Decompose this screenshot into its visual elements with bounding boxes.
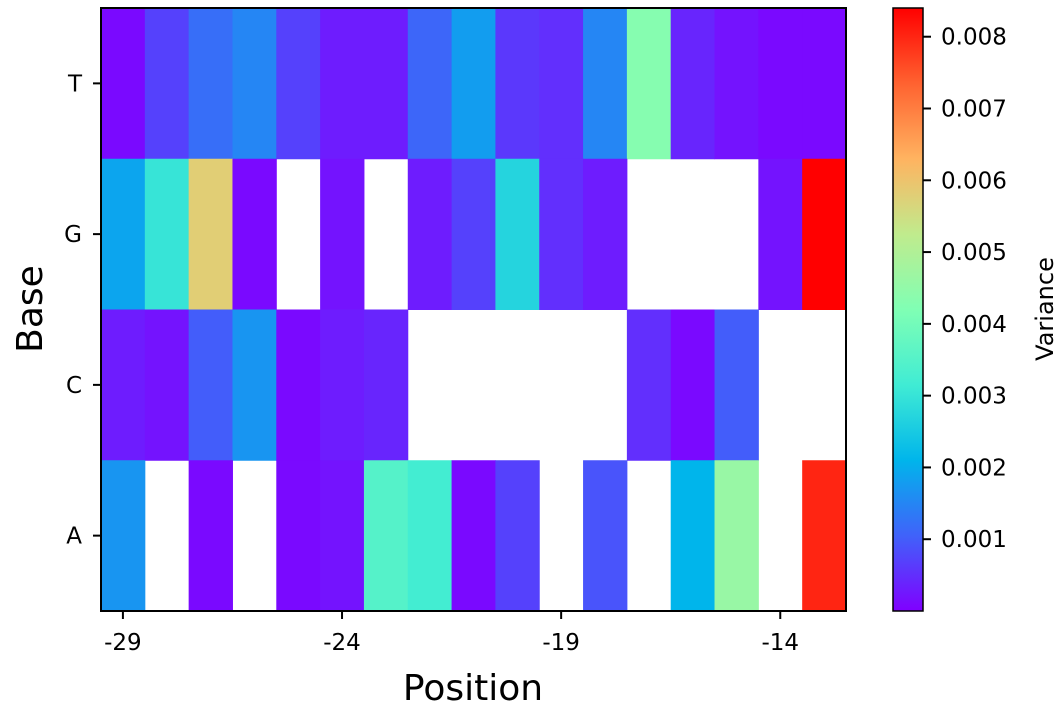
- colorbar-tick-label: 0.007: [941, 97, 1007, 123]
- heatmap-cell: [451, 8, 496, 160]
- heatmap-cell: [363, 8, 409, 160]
- heatmap-cell: [626, 309, 672, 461]
- heatmap-cell: [232, 309, 277, 461]
- heatmap-cell: [188, 309, 233, 461]
- heatmap-cell: [714, 8, 759, 160]
- heatmap-cell: [802, 460, 847, 612]
- heatmap-cell: [232, 158, 277, 310]
- heatmap-cell: [714, 460, 759, 612]
- colorbar-tick-label: 0.008: [941, 25, 1007, 51]
- heatmap-cell: [101, 460, 146, 612]
- heatmap-cell: [188, 8, 233, 160]
- colorbar-ticks: 0.001 0.002 0.003 0.004 0.005 0.006 0.007 0.008: [923, 25, 1007, 553]
- heatmap-cell: [276, 309, 321, 461]
- heatmap-cell: [670, 460, 716, 612]
- y-tick-label: A: [66, 524, 82, 550]
- heatmap-cell: [495, 460, 540, 612]
- heatmap-cell: [320, 309, 365, 461]
- x-tick-label: -19: [542, 630, 580, 656]
- heatmap-cell: [101, 309, 146, 461]
- heatmap-cell: [188, 158, 233, 310]
- colorbar-tick-label: 0.002: [941, 455, 1007, 481]
- heatmap-cell: [451, 460, 496, 612]
- colorbar: [892, 7, 924, 612]
- heatmap-cell: [670, 8, 716, 160]
- colorbar-title: Variance: [1031, 257, 1059, 361]
- heatmap-cell: [320, 158, 365, 310]
- heatmap-cell: [407, 460, 453, 612]
- colorbar-tick-label: 0.003: [941, 384, 1007, 410]
- x-tick-label: -29: [104, 630, 142, 656]
- x-tick-label: -24: [323, 630, 361, 656]
- x-axis-title: Position: [403, 668, 543, 709]
- heatmap-cell: [495, 158, 540, 310]
- heatmap-cell: [144, 158, 190, 310]
- heatmap-cell: [232, 8, 277, 160]
- heatmap-cell: [320, 460, 365, 612]
- heatmap-cell: [101, 8, 146, 160]
- heatmap-cell: [407, 158, 453, 310]
- heatmap-cell: [758, 158, 803, 310]
- colorbar-tick-label: 0.004: [941, 312, 1007, 338]
- heatmap-cell: [101, 158, 146, 310]
- heatmap-cell: [758, 8, 803, 160]
- x-axis-ticks: -29 -24 -19 -14: [104, 611, 799, 656]
- heatmap-cell: [363, 309, 409, 461]
- heatmap-cell: [363, 460, 409, 612]
- heatmap-cells: [101, 8, 847, 612]
- y-tick-label: T: [67, 71, 83, 97]
- x-tick-label: -14: [761, 630, 799, 656]
- heatmap-cell: [495, 8, 540, 160]
- y-axis-title: Base: [10, 265, 51, 353]
- heatmap-cell: [583, 8, 628, 160]
- y-tick-label: C: [66, 373, 82, 399]
- heatmap-cell: [451, 158, 496, 310]
- heatmap-cell: [539, 8, 584, 160]
- heatmap-cell: [583, 460, 628, 612]
- heatmap-cell: [188, 460, 233, 612]
- heatmap-cell: [802, 8, 847, 160]
- colorbar-tick-label: 0.005: [941, 240, 1007, 266]
- heatmap-cell: [144, 309, 190, 461]
- heatmap-cell: [276, 8, 321, 160]
- heatmap-cell: [407, 8, 453, 160]
- y-axis-ticks: T G C A: [64, 71, 101, 550]
- colorbar-tick-label: 0.001: [941, 527, 1007, 553]
- heatmap-cell: [583, 158, 628, 310]
- heatmap-cell: [626, 8, 672, 160]
- heatmap-cell: [144, 8, 190, 160]
- plot-frame: [100, 7, 847, 612]
- heatmap-cell: [714, 309, 759, 461]
- heatmap-cell: [802, 158, 847, 310]
- heatmap-cell: [320, 8, 365, 160]
- colorbar-tick-label: 0.006: [941, 168, 1007, 194]
- heatmap-cell: [539, 158, 584, 310]
- y-tick-label: G: [64, 222, 82, 248]
- heatmap-cell: [670, 309, 716, 461]
- heatmap-cell: [276, 460, 321, 612]
